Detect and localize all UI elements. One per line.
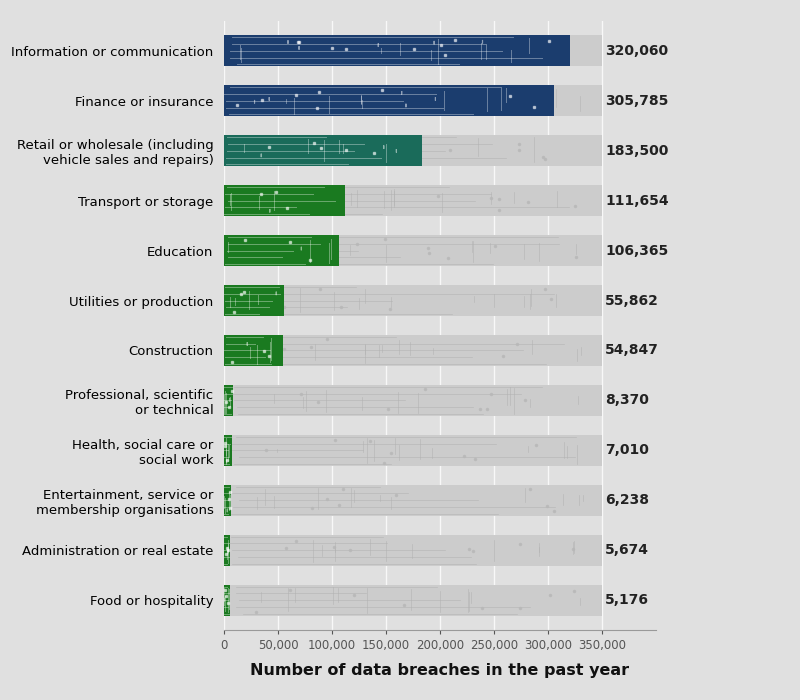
Bar: [224, 235, 602, 266]
X-axis label: Number of data breaches in the past year: Number of data breaches in the past year: [250, 663, 630, 678]
Bar: [224, 285, 602, 316]
Bar: [224, 85, 602, 116]
Bar: [224, 535, 602, 566]
Text: 8,370: 8,370: [606, 393, 649, 407]
Bar: [224, 186, 345, 216]
Bar: [224, 285, 284, 316]
Text: 7,010: 7,010: [606, 443, 649, 457]
Bar: [224, 385, 602, 416]
Text: 106,365: 106,365: [606, 244, 669, 258]
Bar: [224, 135, 422, 167]
Text: 305,785: 305,785: [606, 94, 669, 108]
Bar: [224, 36, 602, 66]
Bar: [224, 435, 231, 466]
Bar: [224, 385, 233, 416]
Text: 6,238: 6,238: [606, 494, 650, 508]
Text: 54,847: 54,847: [606, 344, 659, 358]
Bar: [224, 186, 602, 216]
Text: 320,060: 320,060: [606, 44, 668, 58]
Text: 5,176: 5,176: [606, 593, 650, 607]
Text: 5,674: 5,674: [606, 543, 650, 557]
Bar: [224, 584, 230, 615]
Bar: [224, 484, 230, 516]
Bar: [224, 484, 602, 516]
Bar: [224, 85, 554, 116]
Bar: [224, 36, 570, 66]
Bar: [224, 335, 283, 366]
Bar: [224, 535, 230, 566]
Text: 111,654: 111,654: [606, 194, 669, 208]
Bar: [224, 135, 602, 167]
Bar: [224, 335, 602, 366]
Bar: [224, 584, 602, 615]
Text: 55,862: 55,862: [606, 293, 659, 307]
Bar: [224, 435, 602, 466]
Text: 183,500: 183,500: [606, 144, 669, 158]
Bar: [224, 235, 339, 266]
